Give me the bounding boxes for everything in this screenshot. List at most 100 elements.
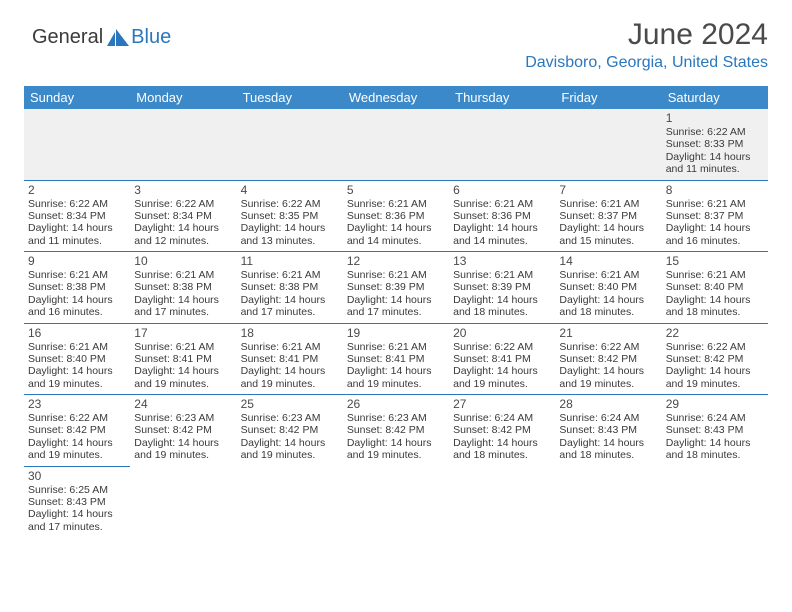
day-number: 26 [347,397,445,411]
day-info: Sunrise: 6:21 AMSunset: 8:37 PMDaylight:… [559,198,657,248]
day-number: 11 [241,254,339,268]
calendar-cell: 27Sunrise: 6:24 AMSunset: 8:42 PMDayligh… [449,395,555,467]
day-info: Sunrise: 6:23 AMSunset: 8:42 PMDaylight:… [241,412,339,462]
day-number: 25 [241,397,339,411]
calendar-cell [662,466,768,537]
calendar-week-row: 9Sunrise: 6:21 AMSunset: 8:38 PMDaylight… [24,252,768,324]
calendar-cell: 1Sunrise: 6:22 AMSunset: 8:33 PMDaylight… [662,109,768,180]
calendar-week-row: 1Sunrise: 6:22 AMSunset: 8:33 PMDaylight… [24,109,768,180]
calendar-cell: 21Sunrise: 6:22 AMSunset: 8:42 PMDayligh… [555,323,661,395]
calendar-cell: 24Sunrise: 6:23 AMSunset: 8:42 PMDayligh… [130,395,236,467]
calendar-cell [555,466,661,537]
logo-text-general: General [32,26,103,49]
day-header: Friday [555,86,661,109]
day-number: 14 [559,254,657,268]
day-info: Sunrise: 6:22 AMSunset: 8:34 PMDaylight:… [28,198,126,248]
day-number: 6 [453,183,551,197]
calendar-cell: 26Sunrise: 6:23 AMSunset: 8:42 PMDayligh… [343,395,449,467]
header: General Blue June 2024 Davisboro, Georgi… [0,0,792,78]
day-info: Sunrise: 6:25 AMSunset: 8:43 PMDaylight:… [28,484,126,534]
day-info: Sunrise: 6:23 AMSunset: 8:42 PMDaylight:… [134,412,232,462]
calendar-cell: 4Sunrise: 6:22 AMSunset: 8:35 PMDaylight… [237,180,343,252]
calendar-cell: 30Sunrise: 6:25 AMSunset: 8:43 PMDayligh… [24,466,130,537]
day-number: 20 [453,326,551,340]
calendar-cell: 18Sunrise: 6:21 AMSunset: 8:41 PMDayligh… [237,323,343,395]
day-info: Sunrise: 6:21 AMSunset: 8:40 PMDaylight:… [666,269,764,319]
calendar-week-row: 23Sunrise: 6:22 AMSunset: 8:42 PMDayligh… [24,395,768,467]
logo: General Blue [32,26,171,49]
day-info: Sunrise: 6:22 AMSunset: 8:35 PMDaylight:… [241,198,339,248]
day-info: Sunrise: 6:24 AMSunset: 8:43 PMDaylight:… [559,412,657,462]
day-info: Sunrise: 6:22 AMSunset: 8:42 PMDaylight:… [559,341,657,391]
day-info: Sunrise: 6:21 AMSunset: 8:40 PMDaylight:… [28,341,126,391]
day-header: Saturday [662,86,768,109]
day-info: Sunrise: 6:22 AMSunset: 8:34 PMDaylight:… [134,198,232,248]
day-info: Sunrise: 6:22 AMSunset: 8:42 PMDaylight:… [666,341,764,391]
day-number: 24 [134,397,232,411]
day-number: 22 [666,326,764,340]
day-header: Sunday [24,86,130,109]
calendar-cell: 6Sunrise: 6:21 AMSunset: 8:36 PMDaylight… [449,180,555,252]
calendar-cell: 29Sunrise: 6:24 AMSunset: 8:43 PMDayligh… [662,395,768,467]
calendar-cell [237,109,343,180]
day-number: 8 [666,183,764,197]
day-info: Sunrise: 6:21 AMSunset: 8:36 PMDaylight:… [347,198,445,248]
calendar-cell [130,109,236,180]
day-header: Tuesday [237,86,343,109]
calendar-cell: 22Sunrise: 6:22 AMSunset: 8:42 PMDayligh… [662,323,768,395]
calendar-week-row: 16Sunrise: 6:21 AMSunset: 8:40 PMDayligh… [24,323,768,395]
calendar-cell: 17Sunrise: 6:21 AMSunset: 8:41 PMDayligh… [130,323,236,395]
calendar-cell [343,109,449,180]
day-number: 23 [28,397,126,411]
calendar-cell [449,109,555,180]
day-info: Sunrise: 6:21 AMSunset: 8:36 PMDaylight:… [453,198,551,248]
calendar-cell: 3Sunrise: 6:22 AMSunset: 8:34 PMDaylight… [130,180,236,252]
calendar-cell [130,466,236,537]
calendar-cell: 9Sunrise: 6:21 AMSunset: 8:38 PMDaylight… [24,252,130,324]
day-number: 4 [241,183,339,197]
calendar-cell: 20Sunrise: 6:22 AMSunset: 8:41 PMDayligh… [449,323,555,395]
day-number: 18 [241,326,339,340]
calendar-cell [449,466,555,537]
title-block: June 2024 Davisboro, Georgia, United Sta… [525,18,768,72]
day-info: Sunrise: 6:21 AMSunset: 8:41 PMDaylight:… [241,341,339,391]
day-header: Thursday [449,86,555,109]
calendar-cell: 15Sunrise: 6:21 AMSunset: 8:40 PMDayligh… [662,252,768,324]
day-info: Sunrise: 6:23 AMSunset: 8:42 PMDaylight:… [347,412,445,462]
calendar-cell: 2Sunrise: 6:22 AMSunset: 8:34 PMDaylight… [24,180,130,252]
logo-mark-icon [107,29,129,47]
day-number: 17 [134,326,232,340]
location: Davisboro, Georgia, United States [525,54,768,72]
day-number: 28 [559,397,657,411]
day-number: 16 [28,326,126,340]
day-info: Sunrise: 6:22 AMSunset: 8:41 PMDaylight:… [453,341,551,391]
day-number: 19 [347,326,445,340]
day-header: Monday [130,86,236,109]
calendar-cell: 7Sunrise: 6:21 AMSunset: 8:37 PMDaylight… [555,180,661,252]
day-number: 29 [666,397,764,411]
calendar-cell: 11Sunrise: 6:21 AMSunset: 8:38 PMDayligh… [237,252,343,324]
calendar-week-row: 2Sunrise: 6:22 AMSunset: 8:34 PMDaylight… [24,180,768,252]
calendar-cell [555,109,661,180]
calendar-cell: 23Sunrise: 6:22 AMSunset: 8:42 PMDayligh… [24,395,130,467]
calendar-cell: 28Sunrise: 6:24 AMSunset: 8:43 PMDayligh… [555,395,661,467]
calendar-cell: 25Sunrise: 6:23 AMSunset: 8:42 PMDayligh… [237,395,343,467]
day-number: 3 [134,183,232,197]
logo-text-blue: Blue [131,26,171,49]
calendar-week-row: 30Sunrise: 6:25 AMSunset: 8:43 PMDayligh… [24,466,768,537]
calendar-cell: 5Sunrise: 6:21 AMSunset: 8:36 PMDaylight… [343,180,449,252]
calendar-cell [237,466,343,537]
day-info: Sunrise: 6:21 AMSunset: 8:39 PMDaylight:… [347,269,445,319]
calendar-cell: 10Sunrise: 6:21 AMSunset: 8:38 PMDayligh… [130,252,236,324]
calendar-cell: 16Sunrise: 6:21 AMSunset: 8:40 PMDayligh… [24,323,130,395]
day-header: Wednesday [343,86,449,109]
day-number: 21 [559,326,657,340]
day-number: 1 [666,111,764,125]
day-info: Sunrise: 6:21 AMSunset: 8:38 PMDaylight:… [241,269,339,319]
day-info: Sunrise: 6:24 AMSunset: 8:42 PMDaylight:… [453,412,551,462]
day-info: Sunrise: 6:21 AMSunset: 8:40 PMDaylight:… [559,269,657,319]
calendar-cell: 13Sunrise: 6:21 AMSunset: 8:39 PMDayligh… [449,252,555,324]
day-number: 12 [347,254,445,268]
day-info: Sunrise: 6:22 AMSunset: 8:33 PMDaylight:… [666,126,764,176]
calendar-cell: 14Sunrise: 6:21 AMSunset: 8:40 PMDayligh… [555,252,661,324]
